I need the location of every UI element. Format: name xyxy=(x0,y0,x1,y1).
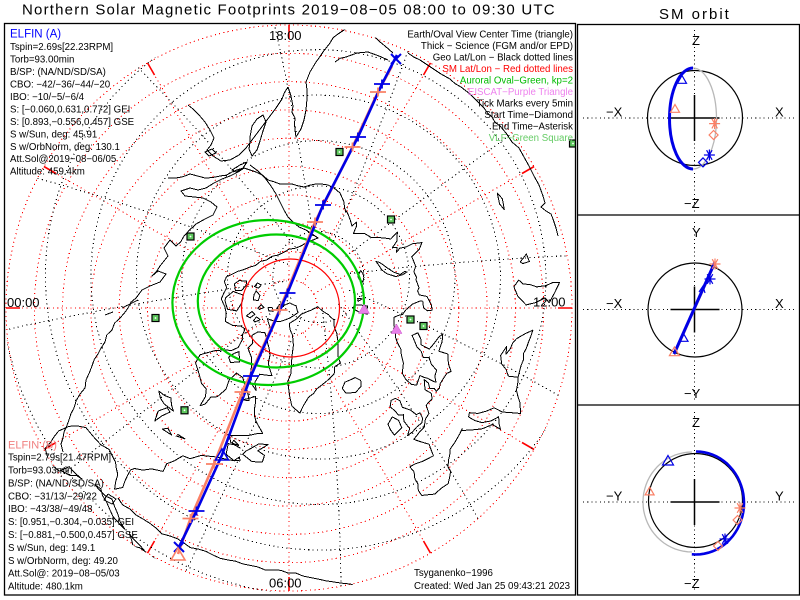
svg-text:−Y: −Y xyxy=(684,386,701,401)
svg-text:Y: Y xyxy=(692,225,701,240)
svg-text:Torb=93.03min: Torb=93.03min xyxy=(8,466,72,477)
svg-text:S w/OrbNorm, deg: 49.20: S w/OrbNorm, deg: 49.20 xyxy=(8,556,118,567)
svg-text:IBO: −43/38/−49/48: IBO: −43/38/−49/48 xyxy=(8,504,93,515)
svg-text:S w/Sun, deg: 45.91: S w/Sun, deg: 45.91 xyxy=(10,129,97,140)
svg-text:−X: −X xyxy=(606,105,623,120)
svg-text:00:00: 00:00 xyxy=(7,295,40,310)
svg-text:S: [−0.060,0.631,0.772] GEI: S: [−0.060,0.631,0.772] GEI xyxy=(10,105,130,116)
svg-text:SM orbit: SM orbit xyxy=(659,6,731,23)
svg-text:Y: Y xyxy=(775,489,784,504)
svg-text:12:00: 12:00 xyxy=(533,295,566,310)
svg-text:IBO: −10/−5/−6/4: IBO: −10/−5/−6/4 xyxy=(10,92,85,103)
svg-text:Tspin=2.79s[21.47RPM]: Tspin=2.79s[21.47RPM] xyxy=(8,453,111,464)
svg-text:Att.Sol@: 2019−08−05/03: Att.Sol@: 2019−08−05/03 xyxy=(8,569,120,580)
svg-text:EISCAT−Purple Triangle: EISCAT−Purple Triangle xyxy=(468,87,573,98)
svg-text:Altitude: 480.1km: Altitude: 480.1km xyxy=(8,582,83,593)
svg-text:CBO: −42/−36/−44/−20: CBO: −42/−36/−44/−20 xyxy=(10,80,111,91)
svg-text:S: [0.951,−0.304,−0.035] GEI: S: [0.951,−0.304,−0.035] GEI xyxy=(8,517,134,528)
svg-text:B/SP: (NA/ND/SD/SA): B/SP: (NA/ND/SD/SA) xyxy=(8,478,104,489)
svg-text:Tsyganenko−1996: Tsyganenko−1996 xyxy=(414,568,493,579)
svg-text:Z: Z xyxy=(692,415,700,430)
svg-text:Tick Marks every 5min: Tick Marks every 5min xyxy=(476,99,573,110)
svg-text:Start Time−Diamond: Start Time−Diamond xyxy=(484,110,573,121)
svg-text:Auroral Oval−Green, kp=2: Auroral Oval−Green, kp=2 xyxy=(460,76,573,87)
svg-text:S: [−0.881,−0.500,0.457] GSE: S: [−0.881,−0.500,0.457] GSE xyxy=(8,530,138,541)
svg-text:Att.Sol@2019−08−06/05: Att.Sol@2019−08−06/05 xyxy=(10,154,116,165)
svg-text:S: [0.893,−0.556,0.457] GSE: S: [0.893,−0.556,0.457] GSE xyxy=(10,117,135,128)
svg-text:Torb=93.00min: Torb=93.00min xyxy=(10,55,74,66)
svg-text:B/SP: (NA/ND/SD/SA): B/SP: (NA/ND/SD/SA) xyxy=(10,67,106,78)
svg-text:SM Lat/Lon − Red dotted lines: SM Lat/Lon − Red dotted lines xyxy=(442,64,573,75)
svg-text:−X: −X xyxy=(606,296,623,311)
svg-text:−Z: −Z xyxy=(684,196,700,211)
svg-text:Altitude: 459.4km: Altitude: 459.4km xyxy=(10,167,85,178)
svg-text:Thick − Science (FGM and/or EP: Thick − Science (FGM and/or EPD) xyxy=(421,41,573,52)
svg-text:Earth/Oval View Center Time (t: Earth/Oval View Center Time (triangle) xyxy=(407,30,573,41)
svg-text:X: X xyxy=(775,105,784,120)
svg-text:Z: Z xyxy=(692,33,700,48)
svg-text:Geo Lat/Lon − Black dotted lin: Geo Lat/Lon − Black dotted lines xyxy=(433,53,573,64)
svg-text:CBO: −31/13/−29/22: CBO: −31/13/−29/22 xyxy=(8,491,97,502)
svg-text:End Time−Asterisk: End Time−Asterisk xyxy=(492,122,573,133)
svg-text:18:00: 18:00 xyxy=(269,28,302,43)
svg-text:X: X xyxy=(775,296,784,311)
svg-text:Tspin=2.69s[22.23RPM]: Tspin=2.69s[22.23RPM] xyxy=(10,42,113,53)
svg-text:−Z: −Z xyxy=(684,576,700,591)
svg-text:06:00: 06:00 xyxy=(269,576,302,591)
svg-text:S w/OrbNorm, deg: 130.1: S w/OrbNorm, deg: 130.1 xyxy=(10,142,120,153)
svg-text:Created: Wed Jan 25 09:43:21 2: Created: Wed Jan 25 09:43:21 2023 xyxy=(414,581,570,592)
svg-text:ELFIN (A): ELFIN (A) xyxy=(10,29,61,41)
svg-text:VLF−Green Square: VLF−Green Square xyxy=(489,133,573,144)
svg-text:Northern Solar Magnetic Footpr: Northern Solar Magnetic Footprints 2019−… xyxy=(22,2,556,19)
svg-text:ELFIN (B): ELFIN (B) xyxy=(8,440,57,452)
svg-text:−Y: −Y xyxy=(606,489,623,504)
svg-text:S w/Sun, deg: 149.1: S w/Sun, deg: 149.1 xyxy=(8,543,95,554)
